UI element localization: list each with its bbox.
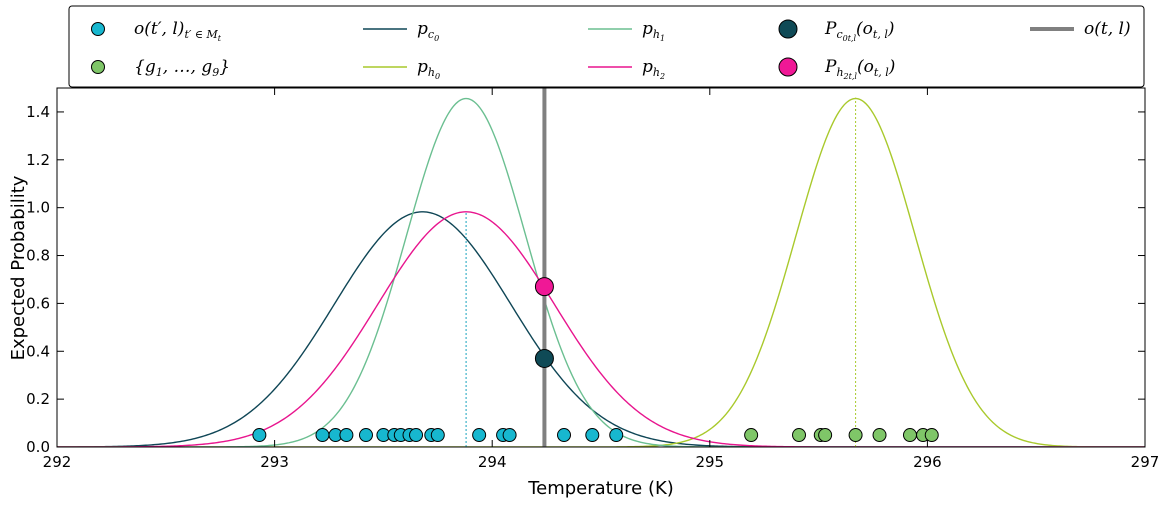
past-observation-point — [557, 428, 572, 443]
past-observation-point — [315, 428, 330, 443]
past-observation-point — [609, 428, 624, 443]
legend-label: pc0 — [417, 19, 439, 43]
legend-label: ph1 — [642, 19, 665, 43]
y-tick-label: 0.0 — [26, 438, 50, 456]
legend: o(t′, l)t′ ∈ Mt {g1, …, g9} pc0 ph0 ph1 ph2 Pc… — [68, 5, 1145, 88]
y-axis-title: Expected Probability — [8, 175, 29, 360]
y-tick-label: 0.6 — [26, 294, 50, 312]
y-tick-label: 1.2 — [26, 151, 50, 169]
y-tick-label: 1.4 — [26, 103, 50, 121]
generated-sample-point — [924, 428, 939, 443]
generated-sample-point — [818, 428, 833, 443]
legend-marker — [91, 60, 105, 74]
past-observation-point — [339, 428, 354, 443]
legend-label: Ph2t,l(ot, l) — [824, 57, 895, 81]
legend-marker — [778, 57, 798, 77]
legend-label: o(t, l) — [1084, 19, 1131, 39]
legend-label: {g1, …, g9} — [134, 57, 230, 79]
y-tick-label: 0.2 — [26, 390, 50, 408]
legend-entry-ph0: ph0 — [363, 57, 440, 81]
curve-ph1 — [57, 97, 1145, 447]
x-tick-label: 295 — [695, 453, 724, 471]
x-axis-title: Temperature (K) — [527, 478, 674, 499]
legend-entry-obs_now: o(t, l) — [1030, 19, 1131, 39]
legend-entry-ph2: ph2 — [588, 57, 665, 81]
legend-entry-gens: {g1, …, g9} — [91, 57, 230, 79]
past-observation-point — [409, 428, 424, 443]
past-observation-point — [472, 428, 487, 443]
y-tick-label: 0.8 — [26, 247, 50, 265]
x-tick-label: 293 — [260, 453, 289, 471]
past-observation-point — [502, 428, 517, 443]
generated-sample-point — [848, 428, 863, 443]
highlight-point-P_c0 — [534, 348, 554, 368]
legend-label: o(t′, l)t′ ∈ Mt — [134, 19, 222, 43]
legend-entry-ph1: ph1 — [588, 19, 665, 43]
axes: 292 293 294 295 296 297 0.0 0.2 0.4 0.6 0.8 1.0 1.2 1… — [26, 88, 1159, 471]
generated-sample-point — [792, 428, 807, 443]
legend-entry-obs_past: o(t′, l)t′ ∈ Mt — [91, 19, 222, 43]
highlight-point-P_h2 — [534, 277, 554, 297]
y-tick-label: 1.0 — [26, 199, 50, 217]
curve-pc0 — [57, 211, 1145, 447]
legend-label: ph0 — [417, 57, 440, 81]
legend-label: ph2 — [642, 57, 665, 81]
generated-sample-point — [872, 428, 887, 443]
legend-entry-P_h2: Ph2t,l(ot, l) — [778, 57, 895, 81]
legend-entry-pc0: pc0 — [363, 19, 439, 43]
past-observation-point — [430, 428, 445, 443]
legend-box — [68, 5, 1145, 88]
x-tick-label: 292 — [43, 453, 72, 471]
x-tick-label: 297 — [1131, 453, 1160, 471]
legend-entry-P_c0: Pc0t,l(ot, l) — [778, 19, 894, 43]
generated-sample-point — [902, 428, 917, 443]
legend-marker — [778, 19, 798, 39]
legend-label: Pc0t,l(ot, l) — [824, 19, 894, 43]
plot-frame — [56, 87, 1146, 448]
past-observation-point — [585, 428, 600, 443]
legend-marker — [91, 22, 105, 36]
x-tick-label: 294 — [478, 453, 507, 471]
curve-ph2 — [57, 211, 1145, 447]
x-tick-label: 296 — [913, 453, 942, 471]
past-observation-point — [358, 428, 373, 443]
past-observation-point — [252, 428, 267, 443]
plot-area — [57, 88, 1145, 447]
y-tick-label: 0.4 — [26, 342, 50, 360]
curve-ph0 — [57, 97, 1145, 447]
generated-sample-point — [744, 428, 759, 443]
